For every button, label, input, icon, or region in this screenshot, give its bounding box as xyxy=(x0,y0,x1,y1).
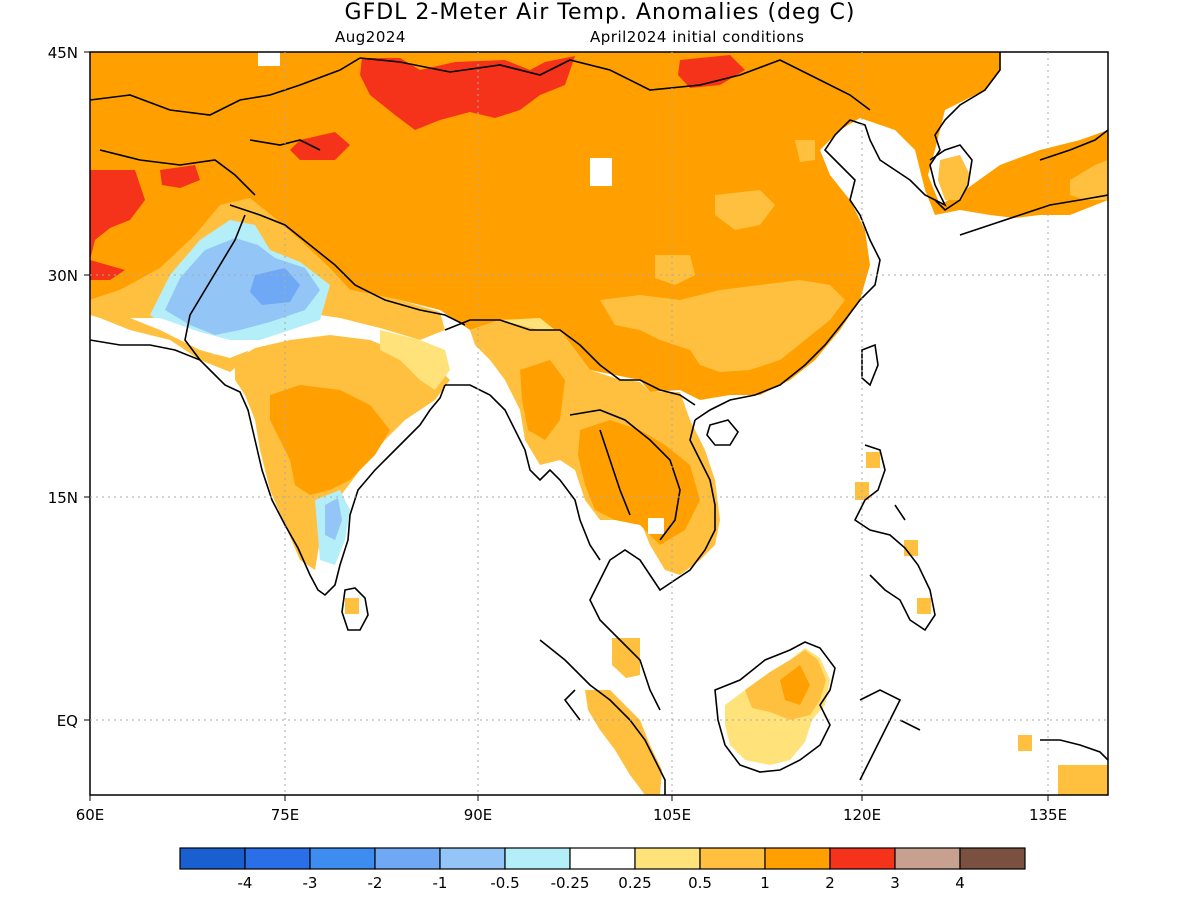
anomaly-region-05to1-malaya xyxy=(612,638,640,678)
coastline-india xyxy=(90,339,446,597)
anomaly-region-2to3-northeast xyxy=(678,55,745,88)
coastline-china-east xyxy=(694,52,1001,421)
lon-label: 60E xyxy=(76,806,105,824)
init-conditions-label: April2024 initial conditions xyxy=(590,28,805,46)
anomaly-region-1to2-india xyxy=(270,385,390,495)
colorbar-tick-label: 2 xyxy=(825,874,835,892)
anomaly-gap-tonle-sap xyxy=(648,518,664,534)
anomaly-region-05to1-moluccas xyxy=(1018,735,1032,751)
colorbar-swatch xyxy=(959,847,1026,870)
colorbar-swatch xyxy=(569,847,636,870)
anomaly-region-m2to1-pakistan xyxy=(250,268,300,305)
coastline-philippines xyxy=(853,444,936,632)
lon-label: 120E xyxy=(843,806,881,824)
anomaly-region-m1to05-south-india xyxy=(325,498,342,540)
colorbar-tick-label: -4 xyxy=(238,874,253,892)
anomaly-region-05to1-sichuan xyxy=(655,255,695,285)
coastline-indochina xyxy=(589,419,716,711)
colorbar-tick-label: -3 xyxy=(303,874,318,892)
anomaly-gap-northwest-edge xyxy=(258,52,280,66)
colorbar-swatch xyxy=(374,847,441,870)
coastline-hainan xyxy=(706,419,739,446)
colorbar-swatch xyxy=(764,847,831,870)
anomaly-region-05to1-shandong xyxy=(795,140,815,162)
anomaly-region-025to05-bengal xyxy=(380,330,450,390)
colorbar: -4 -3 -2 -1 -0.5 -0.25 0.25 0.5 1 2 3 4 xyxy=(179,847,1026,892)
anomaly-region-05to1-japan xyxy=(1070,160,1108,200)
anomaly-region-1to2-myanmar xyxy=(520,360,565,440)
anomaly-region-05to1-sri-lanka xyxy=(345,598,359,614)
coastline-korea xyxy=(929,144,973,212)
colorbar-tick-label: 3 xyxy=(890,874,900,892)
coastlines xyxy=(90,52,1108,795)
coastline-myanmar xyxy=(445,384,601,561)
border-central-asia xyxy=(90,57,361,196)
anomaly-region-05to1-sumatra xyxy=(585,690,662,795)
colorbar-swatch xyxy=(439,847,506,870)
border-indochina-inner xyxy=(569,409,681,541)
anomaly-region-05to1-east-china xyxy=(600,280,845,372)
anomaly-region-2to3-mongolia xyxy=(360,56,575,130)
colorbar-tick-label: 0.25 xyxy=(618,874,651,892)
anomaly-region-2to3-iran xyxy=(90,170,145,280)
colorbar-tick-label: -2 xyxy=(368,874,383,892)
anomaly-region-05to1-new-guinea xyxy=(1058,765,1108,795)
colorbar-swatch xyxy=(634,847,701,870)
anomaly-region-2to3-afghan xyxy=(160,165,200,188)
lon-label: 135E xyxy=(1029,806,1067,824)
border-mongolia xyxy=(359,57,871,111)
lat-label: 15N xyxy=(48,489,78,507)
coastline-borneo xyxy=(714,641,836,773)
colorbar-swatch xyxy=(699,847,766,870)
lat-label: EQ xyxy=(57,712,78,730)
gridlines xyxy=(84,51,1108,801)
border-himalaya xyxy=(229,204,466,326)
lon-label: 105E xyxy=(653,806,691,824)
anomaly-field xyxy=(90,52,1108,795)
anomaly-region-05to1-korea xyxy=(938,155,970,200)
anomaly-region-05to1-luzon-north xyxy=(866,452,880,468)
coastline-sri-lanka xyxy=(341,587,369,631)
anomaly-region-m1to05-pakistan xyxy=(165,238,320,335)
colorbar-swatch xyxy=(309,847,376,870)
coastline-taiwan xyxy=(861,343,879,387)
colorbar-tick-label: -0.25 xyxy=(551,874,590,892)
anomaly-region-05to1-visayas xyxy=(904,540,918,556)
valid-month-label: Aug2024 xyxy=(335,28,406,46)
colorbar-swatch xyxy=(504,847,571,870)
lat-label: 30N xyxy=(48,267,78,285)
anomaly-region-1to2-thailand xyxy=(578,420,700,545)
lat-label: 45N xyxy=(48,44,78,62)
anomaly-region-05to1-mindanao xyxy=(917,598,931,614)
border-pakistan-india xyxy=(184,214,246,361)
border-china-south xyxy=(444,319,696,406)
colorbar-tick-label: 1 xyxy=(760,874,770,892)
coastline-japan xyxy=(959,129,1108,236)
colorbar-swatch xyxy=(179,847,246,870)
lon-label: 75E xyxy=(271,806,300,824)
colorbar-tick-label: 4 xyxy=(955,874,965,892)
plot-frame xyxy=(89,51,1109,796)
anomaly-region-05to1-tibet xyxy=(715,190,775,230)
anomaly-region-neutral-north-india xyxy=(130,318,440,360)
colorbar-tick-label: -1 xyxy=(433,874,448,892)
anomaly-region-1to2-mainland xyxy=(90,52,1108,400)
anomaly-region-1to2-borneo xyxy=(780,665,810,705)
coastline-sulawesi xyxy=(859,689,921,781)
colorbar-swatch xyxy=(829,847,896,870)
map-title: GFDL 2-Meter Air Temp. Anomalies (deg C) xyxy=(344,0,856,25)
anomaly-gap-gobi xyxy=(590,158,612,186)
colorbar-swatch xyxy=(894,847,961,870)
colorbar-swatch xyxy=(244,847,311,870)
longitude-labels: 60E 75E 90E 105E 120E 135E xyxy=(76,806,1067,824)
latitude-labels: 45N 30N 15N EQ xyxy=(48,44,78,730)
anomaly-region-2to3-central-asia xyxy=(290,132,350,160)
colorbar-tick-label: -0.5 xyxy=(490,874,519,892)
lon-label: 90E xyxy=(464,806,493,824)
coastline-new-guinea xyxy=(1040,739,1108,761)
colorbar-tick-label: 0.5 xyxy=(688,874,712,892)
